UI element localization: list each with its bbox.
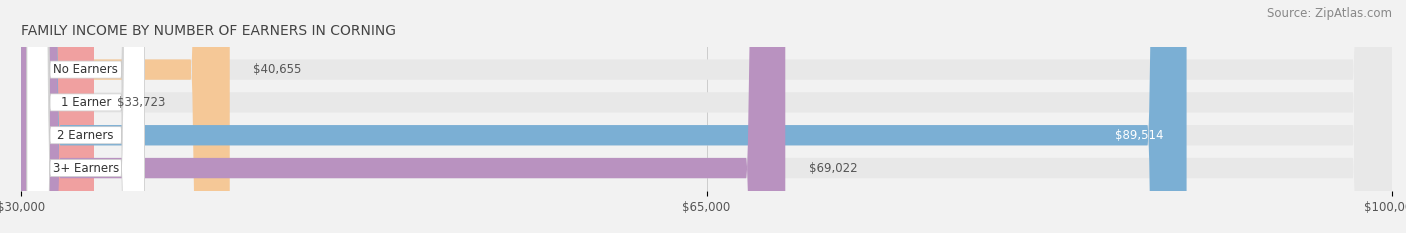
FancyBboxPatch shape bbox=[21, 0, 1392, 233]
Text: No Earners: No Earners bbox=[53, 63, 118, 76]
FancyBboxPatch shape bbox=[21, 0, 1392, 233]
Text: $69,022: $69,022 bbox=[808, 161, 858, 175]
Text: FAMILY INCOME BY NUMBER OF EARNERS IN CORNING: FAMILY INCOME BY NUMBER OF EARNERS IN CO… bbox=[21, 24, 396, 38]
FancyBboxPatch shape bbox=[21, 0, 229, 233]
FancyBboxPatch shape bbox=[21, 0, 1187, 233]
FancyBboxPatch shape bbox=[27, 0, 145, 233]
FancyBboxPatch shape bbox=[21, 0, 94, 233]
FancyBboxPatch shape bbox=[27, 0, 145, 233]
Text: 2 Earners: 2 Earners bbox=[58, 129, 114, 142]
FancyBboxPatch shape bbox=[21, 0, 1392, 233]
FancyBboxPatch shape bbox=[21, 0, 1392, 233]
FancyBboxPatch shape bbox=[27, 0, 145, 233]
FancyBboxPatch shape bbox=[21, 0, 786, 233]
Text: $40,655: $40,655 bbox=[253, 63, 302, 76]
Text: 3+ Earners: 3+ Earners bbox=[52, 161, 120, 175]
Text: Source: ZipAtlas.com: Source: ZipAtlas.com bbox=[1267, 7, 1392, 20]
Text: $33,723: $33,723 bbox=[118, 96, 166, 109]
Text: 1 Earner: 1 Earner bbox=[60, 96, 111, 109]
FancyBboxPatch shape bbox=[27, 0, 145, 233]
Text: $89,514: $89,514 bbox=[1115, 129, 1163, 142]
